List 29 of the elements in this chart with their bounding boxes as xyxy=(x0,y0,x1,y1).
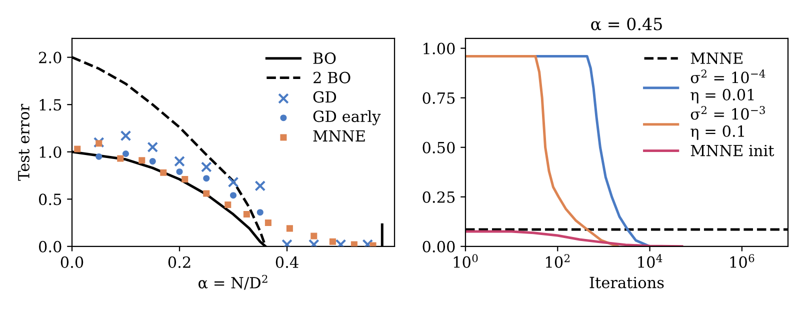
y-tick-label: 1.00 xyxy=(424,42,455,54)
y-tick-label: 0.00 xyxy=(422,240,455,252)
x-axis-title: α = N/D$^{2}$ xyxy=(198,274,268,290)
chart-title: α = 0.45 xyxy=(591,18,662,30)
y-axis-title: Test error xyxy=(18,104,30,181)
y-tick-label: 0.0 xyxy=(38,240,62,252)
y-tick-label: 0.50 xyxy=(422,142,455,154)
legend-label: MNNE init xyxy=(690,144,774,156)
x-tick-label: 0.2 xyxy=(168,256,190,268)
legend-label: GD xyxy=(313,91,336,103)
x-tick-label: 10$^{6}$ xyxy=(730,254,754,268)
y-tick-label: 0.75 xyxy=(422,92,455,104)
y-tick-label: 2.0 xyxy=(39,52,62,64)
x-tick-label: 10$^{0}$ xyxy=(454,254,478,268)
y-tick-label: 0.25 xyxy=(422,191,455,203)
text: σ$^{2}$ = 10$^{−3}$ η = 0.1 xyxy=(690,106,765,140)
y-tick-label: 0.5 xyxy=(38,194,62,206)
legend-label: MNNE xyxy=(690,52,742,64)
x-tick-label: 10$^{2}$ xyxy=(546,254,570,268)
y-tick-label: 1.5 xyxy=(40,99,62,111)
legend-label: BO xyxy=(313,52,336,64)
x-tick-label: 0.4 xyxy=(276,256,298,268)
legend-label: GD early xyxy=(313,110,381,126)
legend-label: MNNE xyxy=(313,130,365,142)
legend-label: 2 BO xyxy=(314,72,350,84)
x-tick-label: 0.0 xyxy=(60,256,84,268)
y-tick-label: 1.0 xyxy=(40,146,62,158)
x-axis-title: Iterations xyxy=(590,276,664,288)
x-tick-label: 10$^{4}$ xyxy=(638,254,662,268)
